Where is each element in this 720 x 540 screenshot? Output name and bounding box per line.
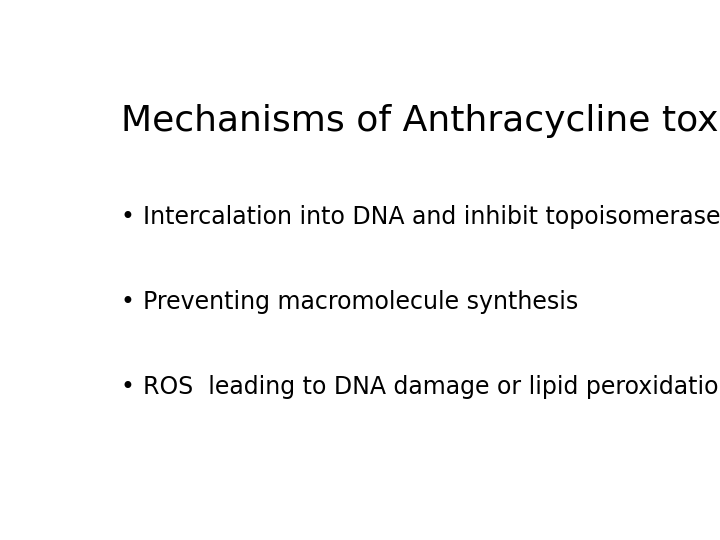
Text: Intercalation into DNA and inhibit topoisomerase II: Intercalation into DNA and inhibit topoi… (143, 205, 720, 228)
Text: •: • (121, 290, 135, 314)
Text: ROS  leading to DNA damage or lipid peroxidation: ROS leading to DNA damage or lipid perox… (143, 375, 720, 399)
Text: •: • (121, 205, 135, 228)
Text: •: • (121, 375, 135, 399)
Text: Preventing macromolecule synthesis: Preventing macromolecule synthesis (143, 290, 578, 314)
Text: Mechanisms of Anthracycline toxicity: Mechanisms of Anthracycline toxicity (121, 104, 720, 138)
